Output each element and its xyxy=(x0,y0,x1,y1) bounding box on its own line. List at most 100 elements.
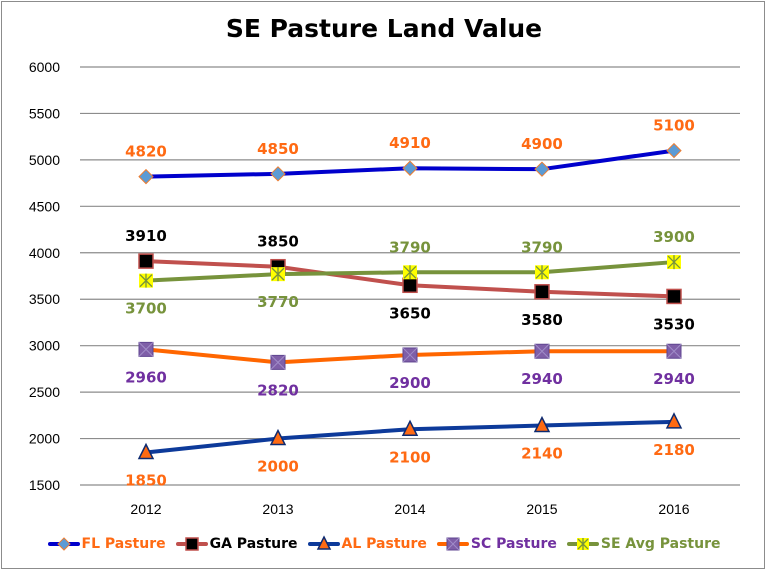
data-label: 3790 xyxy=(521,238,563,256)
data-label: 2180 xyxy=(653,441,695,459)
square-marker xyxy=(184,537,199,551)
diamond-marker xyxy=(402,160,418,176)
triangle-marker xyxy=(316,535,331,550)
x-tick-label: 2013 xyxy=(262,501,293,517)
star-shape xyxy=(667,255,681,270)
star-marker xyxy=(576,538,589,550)
data-label: 3650 xyxy=(389,304,431,322)
star-marker xyxy=(403,265,417,280)
star-marker xyxy=(667,255,681,270)
legend-label: SE Avg Pasture xyxy=(600,536,721,552)
y-tick-label: 1500 xyxy=(29,477,60,493)
legend-item: SC Pasture xyxy=(436,535,557,553)
data-label: 3910 xyxy=(125,227,167,245)
x-square-marker xyxy=(446,537,460,551)
star-marker xyxy=(271,267,285,282)
diamond-marker xyxy=(270,166,286,182)
triangle-shape xyxy=(137,442,155,460)
square-shape xyxy=(666,288,682,305)
star-shape xyxy=(535,265,549,280)
data-label: 3850 xyxy=(257,233,299,251)
triangle-shape xyxy=(269,428,287,446)
x-tick-label: 2014 xyxy=(394,501,425,517)
diamond-marker xyxy=(534,161,550,177)
square-marker xyxy=(402,277,418,294)
legend-swatch xyxy=(175,537,208,551)
triangle-shape xyxy=(401,419,419,437)
data-label: 5100 xyxy=(653,117,695,135)
x-shape xyxy=(534,343,550,359)
x-shape xyxy=(402,347,418,363)
x-tick-label: 2012 xyxy=(130,501,161,517)
legend-swatch xyxy=(566,538,599,550)
data-label: 2000 xyxy=(257,458,299,476)
legend-label: SC Pasture xyxy=(470,536,557,552)
star-marker xyxy=(535,265,549,280)
diamond-shape xyxy=(138,168,154,185)
diamond-shape xyxy=(534,161,550,177)
legend: FL Pasture GA Pasture AL Pasture SC Pasture… xyxy=(0,535,768,553)
star-marker xyxy=(139,273,153,288)
data-label: 2100 xyxy=(389,448,431,466)
x-square-marker xyxy=(666,343,682,359)
legend-item: AL Pasture xyxy=(307,535,427,553)
y-tick-label: 5500 xyxy=(29,105,60,121)
square-marker xyxy=(138,253,154,269)
diamond-marker xyxy=(56,537,71,551)
triangle-marker xyxy=(533,415,551,433)
y-tick-label: 2500 xyxy=(29,384,60,400)
data-label: 2960 xyxy=(125,368,167,386)
star-shape xyxy=(139,273,153,288)
legend-label: AL Pasture xyxy=(341,536,427,552)
legend-item: GA Pasture xyxy=(175,535,298,553)
data-label: 3770 xyxy=(257,293,299,311)
x-square-marker xyxy=(402,347,418,363)
data-label: 2900 xyxy=(389,374,431,392)
data-label: 3530 xyxy=(653,315,695,333)
star-shape xyxy=(403,265,417,280)
x-square-marker xyxy=(534,343,550,359)
data-label: 2820 xyxy=(257,381,299,399)
diamond-shape xyxy=(402,160,418,176)
data-label: 3700 xyxy=(125,300,167,318)
legend-swatch xyxy=(47,537,80,551)
series-se-avg-pasture: 3700 3770 3790 3790 3900 xyxy=(125,228,695,318)
triangle-marker xyxy=(665,412,683,429)
diamond-marker xyxy=(138,168,154,185)
legend-label: GA Pasture xyxy=(209,536,298,552)
legend-item: FL Pasture xyxy=(47,535,166,553)
y-tick-label: 4500 xyxy=(29,198,60,214)
series-fl-pasture: 4820 4850 4910 4900 5100 xyxy=(125,117,695,185)
legend-label: FL Pasture xyxy=(81,536,166,552)
square-marker xyxy=(666,288,682,305)
data-label: 3900 xyxy=(653,228,695,246)
x-square-marker xyxy=(270,354,286,370)
data-label: 4850 xyxy=(257,140,299,158)
data-label: 3790 xyxy=(389,238,431,256)
x-tick-label: 2015 xyxy=(526,501,557,517)
diamond-shape xyxy=(666,142,682,159)
star-shape xyxy=(577,538,589,550)
legend-swatch xyxy=(436,537,469,551)
x-shape xyxy=(446,537,460,551)
triangle-marker xyxy=(137,442,155,460)
legend-swatch xyxy=(307,535,340,550)
x-shape xyxy=(138,342,154,357)
y-tick-label: 2000 xyxy=(29,431,60,447)
y-tick-label: 3500 xyxy=(29,291,60,307)
data-label: 3580 xyxy=(521,311,563,329)
series-al-pasture: 1850 2000 2100 2140 2180 xyxy=(125,412,695,489)
data-label: 4820 xyxy=(125,143,167,161)
y-tick-label: 6000 xyxy=(29,59,60,75)
chart-title: SE Pasture Land Value xyxy=(225,14,543,43)
y-tick-label: 3000 xyxy=(29,338,60,354)
series-ga-pasture: 3910 3850 3650 3580 3530 xyxy=(125,227,695,333)
data-label: 4900 xyxy=(521,135,563,153)
triangle-shape xyxy=(665,412,683,429)
x-shape xyxy=(666,343,682,359)
square-shape xyxy=(534,284,550,300)
triangle-marker xyxy=(269,428,287,446)
square-shape xyxy=(138,253,154,269)
